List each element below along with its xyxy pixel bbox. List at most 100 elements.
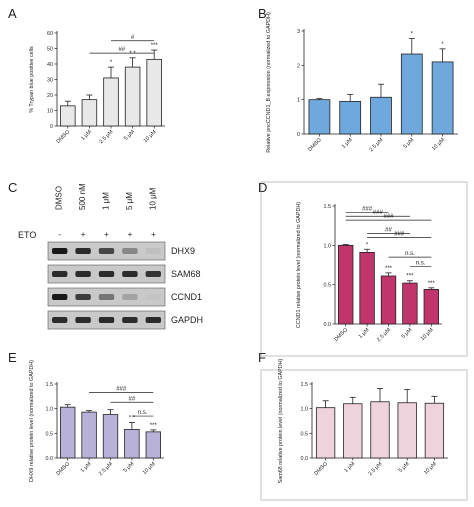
bar xyxy=(308,99,331,135)
comparison-label: ### xyxy=(383,214,394,220)
panel-letter: E xyxy=(8,350,17,365)
x-tick-label: 2.5 μM xyxy=(98,129,114,145)
y-tick-label: 1.0 xyxy=(324,243,332,249)
blot-band xyxy=(52,294,68,300)
y-tick-label: 50 xyxy=(47,47,53,53)
x-tick-label: 1 μM xyxy=(80,461,93,474)
significance-label: * * xyxy=(129,51,136,57)
bar xyxy=(103,77,119,127)
bar xyxy=(102,414,119,459)
panel-letter: D xyxy=(258,180,267,195)
y-tick-label: 1.0 xyxy=(301,407,309,413)
bar xyxy=(431,61,454,135)
y-tick-label: 0 xyxy=(297,132,300,138)
panel-C: C DMSO - 500 nM +1 μM +5 μM +10 μM + ETO DHX9 SAM6… xyxy=(8,180,203,330)
x-tick-label: 5 μM xyxy=(401,327,414,340)
x-tick-label: 2.5 μM xyxy=(98,461,114,477)
blot-band xyxy=(145,271,161,277)
blot-band xyxy=(98,294,115,300)
treatment-sign: + xyxy=(151,230,156,239)
bar xyxy=(315,407,336,459)
y-axis-label: DHX9 relative protein level (normalized … xyxy=(29,360,35,482)
bar xyxy=(343,403,363,459)
x-tick-label: DMSO xyxy=(307,137,323,153)
blot-band xyxy=(75,271,91,277)
significance-label: *** xyxy=(385,266,393,272)
blot-band xyxy=(98,248,115,254)
comparison-label: ### xyxy=(362,206,373,212)
bar xyxy=(359,252,375,325)
bar xyxy=(146,58,162,127)
y-tick-label: 0.5 xyxy=(46,431,54,437)
panel-B: B Relative pncCCND1_B expression (normali… xyxy=(258,6,458,153)
treatment-sign: + xyxy=(104,230,109,239)
blot-band xyxy=(52,248,68,254)
x-tick-label: 10 μM xyxy=(420,327,435,342)
bar xyxy=(424,402,445,459)
blot-band xyxy=(122,248,138,254)
bar xyxy=(397,402,417,459)
bar xyxy=(124,66,141,127)
bar xyxy=(338,244,354,325)
x-tick-label: DMSO xyxy=(55,461,71,477)
treatment-sign: - xyxy=(58,230,61,239)
blot-band xyxy=(75,317,91,323)
comparison-label: ### xyxy=(394,231,405,237)
bar xyxy=(402,282,418,325)
bar xyxy=(124,428,140,459)
y-tick-label: 1.5 xyxy=(324,204,332,210)
x-tick-label: 2.5 μM xyxy=(367,461,383,477)
panel-E: E DHX9 relative protein level (normalized… xyxy=(8,350,164,482)
bar xyxy=(145,431,161,459)
x-tick-label: 5 μM xyxy=(402,137,415,150)
significance-label: * xyxy=(441,42,444,48)
comparison-label: n.s. xyxy=(138,410,148,416)
significance-label: * xyxy=(110,60,113,66)
significance-label: *** xyxy=(150,423,158,429)
x-tick-label: 10 μM xyxy=(142,461,157,476)
y-tick-label: 1 xyxy=(297,98,300,104)
x-tick-label: 10 μM xyxy=(423,461,438,476)
y-tick-label: 10 xyxy=(47,109,53,115)
y-axis-label: % Trypan blue positive cells xyxy=(29,46,35,113)
panel-D: D CCND1 relative protein level (normalize… xyxy=(258,180,442,343)
x-tick-label: DMSO xyxy=(56,129,72,145)
comparison-label: ## xyxy=(385,228,392,234)
comparison-label: n.s. xyxy=(416,261,426,267)
y-tick-label: 0.5 xyxy=(301,431,309,437)
comparison-label: n.s. xyxy=(405,251,415,257)
y-tick-label: 60 xyxy=(47,31,53,37)
panel-letter: C xyxy=(8,180,17,195)
panel-letter: F xyxy=(258,350,266,365)
bar xyxy=(60,105,76,127)
protein-label: CCND1 xyxy=(171,292,202,302)
comparison-label: ## xyxy=(129,396,136,402)
y-tick-label: 0 xyxy=(50,124,53,130)
y-tick-label: 0.5 xyxy=(324,283,332,289)
x-tick-label: 10 μM xyxy=(143,129,158,144)
lane-label: DMSO xyxy=(55,186,64,210)
lane-label: 5 μM xyxy=(125,192,134,210)
blot-band xyxy=(122,317,138,323)
treatment-sign: + xyxy=(81,230,86,239)
blot-band xyxy=(145,294,161,300)
protein-label: DHX9 xyxy=(171,246,195,256)
lane-label: 10 μM xyxy=(148,187,157,210)
significance-label: *** xyxy=(428,281,436,287)
blot-band xyxy=(145,248,161,254)
y-tick-label: 30 xyxy=(47,78,53,84)
x-tick-label: DMSO xyxy=(313,461,329,477)
x-tick-label: 5 μM xyxy=(398,461,411,474)
panel-A: A % Trypan blue positive cells 0 10 20 30 40 50… xyxy=(8,6,165,145)
y-axis-label: Sam68 relative protein level (normalized… xyxy=(278,358,284,483)
x-tick-label: 1 μM xyxy=(358,327,371,340)
blot-band xyxy=(122,271,138,277)
protein-label: GAPDH xyxy=(171,315,203,325)
y-tick-label: 0.0 xyxy=(301,456,309,462)
comparison-label: ## xyxy=(118,47,125,53)
x-tick-label: 1 μM xyxy=(343,461,356,474)
significance-label: * xyxy=(366,242,369,248)
blot-band xyxy=(98,271,115,277)
bar xyxy=(81,411,97,459)
